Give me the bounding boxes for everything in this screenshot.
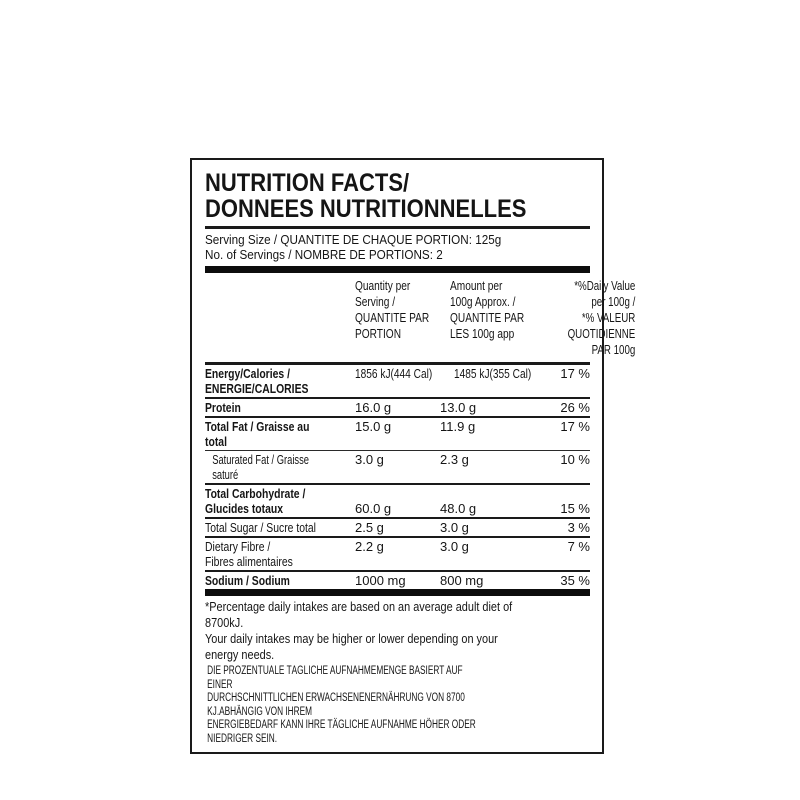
- row-daily-value: 7 %: [567, 539, 590, 554]
- row-daily-value: 35 %: [560, 573, 590, 588]
- row-qty-per-serving: 60.0 g: [355, 501, 392, 516]
- row-label: Total Fat / Graisse au total: [205, 419, 310, 449]
- table-row-total-fat: Total Fat / Graisse au total 15.0 g 11.9…: [205, 416, 590, 450]
- row-amount-per-100g: 2.3 g: [440, 452, 469, 467]
- table-row-energy: Energy/Calories / ENERGIE/CALORIES 1856 …: [205, 365, 590, 397]
- table-header-row: Quantity per Serving / QUANTITE PAR PORT…: [205, 278, 636, 358]
- bottom-thick-bar: [205, 589, 590, 596]
- row-daily-value: 3 %: [567, 520, 590, 535]
- row-daily-value: 15 %: [560, 501, 590, 516]
- row-amount-per-100g: 1485 kJ(355 Cal): [454, 366, 532, 381]
- row-amount-per-100g: 13.0 g: [440, 400, 477, 415]
- table-row-total-sugar: Total Sugar / Sucre total 2.5 g 3.0 g 3 …: [205, 517, 590, 536]
- label-title: NUTRITION FACTS/ DONNEES NUTRITIONNELLES: [205, 169, 527, 223]
- row-amount-per-100g: 3.0 g: [440, 539, 469, 554]
- table-row-total-carbohydrate: Total Carbohydrate / Glucides totaux 60.…: [205, 483, 590, 517]
- header-spacer: [205, 278, 355, 358]
- row-daily-value: 17 %: [560, 419, 590, 434]
- table-row-sodium: Sodium / Sodium 1000 mg 800 mg 35 %: [205, 570, 590, 589]
- row-qty-per-serving: 16.0 g: [355, 400, 392, 415]
- row-label: Total Sugar / Sucre total: [205, 520, 316, 535]
- header-amount-per-100g: Amount per 100g Approx. / QUANTITE PAR L…: [450, 278, 525, 341]
- footnote-english: *Percentage daily intakes are based on a…: [205, 599, 513, 662]
- footnote-german: DIE PROZENTUALE TÄGLICHE AUFNAHMEMENGE B…: [207, 665, 476, 745]
- header-divider: [205, 362, 590, 365]
- row-qty-per-serving: 2.5 g: [355, 520, 384, 535]
- header-quantity-per-serving: Quantity per Serving / QUANTITE PAR PORT…: [355, 278, 430, 341]
- row-qty-per-serving: 15.0 g: [355, 419, 392, 434]
- row-amount-per-100g: 11.9 g: [440, 419, 476, 434]
- row-label: Sodium / Sodium: [205, 573, 290, 588]
- row-label: Total Carbohydrate / Glucides totaux: [205, 486, 306, 516]
- row-label: Energy/Calories / ENERGIE/CALORIES: [205, 366, 309, 396]
- row-amount-per-100g: 3.0 g: [440, 520, 469, 535]
- table-row-saturated-fat: Saturated Fat / Graisse saturé 3.0 g 2.3…: [205, 450, 590, 483]
- row-qty-per-serving: 1856 kJ(444 Cal): [355, 366, 433, 381]
- top-thick-bar: [205, 266, 590, 273]
- row-daily-value: 26 %: [560, 400, 590, 415]
- table-row-dietary-fibre: Dietary Fibre / Fibres alimentaires 2.2 …: [205, 536, 590, 570]
- row-label: Dietary Fibre / Fibres alimentaires: [205, 539, 293, 569]
- header-daily-value: *%Daily Value per 100g / *% VALEUR QUOTI…: [567, 278, 636, 357]
- row-label: Protein: [205, 400, 241, 415]
- row-daily-value: 10 %: [560, 452, 590, 467]
- row-qty-per-serving: 3.0 g: [355, 452, 384, 467]
- row-qty-per-serving: 1000 mg: [355, 573, 406, 588]
- row-daily-value: 17 %: [560, 366, 590, 381]
- table-row-protein: Protein 16.0 g 13.0 g 26 %: [205, 397, 590, 416]
- row-amount-per-100g: 48.0 g: [440, 501, 477, 516]
- row-label: Saturated Fat / Graisse saturé: [212, 452, 309, 482]
- title-divider: [205, 226, 590, 229]
- nutrition-facts-label: NUTRITION FACTS/ DONNEES NUTRITIONNELLES…: [190, 158, 636, 754]
- row-qty-per-serving: 2.2 g: [355, 539, 384, 554]
- serving-info: Serving Size / QUANTITE DE CHAQUE PORTIO…: [205, 232, 502, 262]
- row-amount-per-100g: 800 mg: [440, 573, 484, 588]
